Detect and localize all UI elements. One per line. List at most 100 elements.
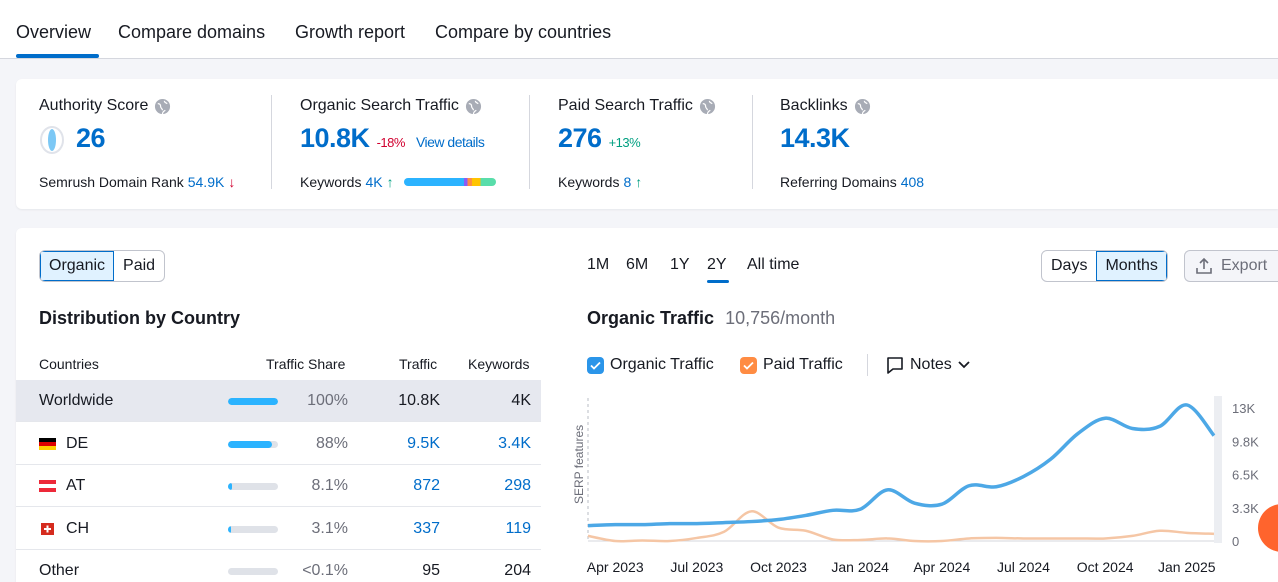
austria-flag-icon — [39, 480, 56, 492]
paid-traffic-line — [587, 510, 1215, 543]
x-tick-label: Jan 2025 — [1158, 559, 1216, 575]
active-period-indicator — [707, 280, 729, 283]
table-row[interactable]: Other <0.1% 95 204 — [16, 550, 541, 582]
country-name[interactable]: Other — [39, 562, 80, 579]
period-1m[interactable]: 1M — [587, 256, 610, 273]
keywords-value[interactable]: 3.4K — [498, 434, 531, 452]
traffic-share-header[interactable]: Traffic Share — [266, 356, 346, 372]
traffic-value: 95 — [422, 562, 440, 579]
active-tab-indicator — [16, 54, 99, 58]
organic-keywords-value[interactable]: 4K — [365, 174, 383, 190]
tab-overview[interactable]: Overview — [16, 22, 92, 42]
tab-compare-domains[interactable]: Compare domains — [118, 22, 266, 42]
domain-rank-label: Semrush Domain Rank — [39, 174, 184, 190]
traffic-share-bar — [228, 398, 278, 405]
authority-score-title: Authority Score — [39, 97, 149, 114]
metrics-card: Authority Score 26 Semrush Domain Rank 5… — [16, 79, 1278, 209]
note-icon — [887, 357, 903, 374]
traffic-value[interactable]: 337 — [413, 519, 440, 537]
period-6m[interactable]: 6M — [626, 256, 649, 273]
y-tick-label: 3.3K — [1232, 501, 1259, 516]
table-row[interactable]: AT 8.1% 872 298 — [16, 465, 541, 507]
traffic-share-value: 88% — [315, 434, 348, 452]
legend-paid-label: Paid Traffic — [763, 356, 843, 373]
backlinks-value[interactable]: 14.3K — [780, 123, 850, 153]
authority-gauge-icon — [40, 126, 64, 154]
traffic-share-value: <0.1% — [302, 562, 348, 579]
organic-traffic-value[interactable]: 10.8K — [300, 123, 370, 153]
organic-traffic-line — [587, 403, 1216, 528]
days-button[interactable]: Days — [1051, 257, 1088, 274]
chart-subtitle: 10,756/month — [725, 308, 836, 328]
chart-title: Organic Traffic — [587, 308, 715, 328]
traffic-share-bar — [228, 568, 278, 575]
paid-traffic-value[interactable]: 276 — [558, 123, 602, 153]
globe-icon[interactable] — [154, 98, 171, 115]
view-details-link[interactable]: View details — [415, 134, 485, 150]
feedback-button[interactable] — [1258, 504, 1278, 552]
table-row[interactable]: CH 3.1% 337 119 — [16, 508, 541, 550]
legend-organic-label: Organic Traffic — [610, 356, 714, 373]
divider — [529, 95, 530, 189]
organic-toggle-button[interactable]: Organic — [40, 251, 115, 281]
paid-keywords-value[interactable]: 8 — [623, 174, 632, 190]
traffic-value[interactable]: 9.5K — [407, 434, 440, 452]
traffic-share-value: 3.1% — [311, 519, 348, 537]
country-name[interactable]: AT — [66, 477, 86, 494]
x-tick-label: Jul 2023 — [670, 559, 723, 575]
traffic-value[interactable]: 872 — [413, 477, 440, 494]
traffic-share-bar — [228, 440, 278, 448]
switzerland-flag-icon — [41, 522, 54, 535]
countries-header: Countries — [39, 356, 99, 372]
distribution-title: Distribution by Country — [39, 308, 240, 328]
period-2y[interactable]: 2Y — [707, 256, 727, 273]
paid-keywords-label: Keywords — [558, 174, 620, 190]
tab-bar: Overview Compare domains Growth report C… — [0, 0, 1278, 59]
divider — [271, 95, 272, 189]
country-name[interactable]: DE — [66, 434, 89, 452]
x-tick-label: Apr 2024 — [913, 559, 970, 575]
period-1y[interactable]: 1Y — [670, 256, 690, 273]
backlinks-title: Backlinks — [780, 97, 848, 114]
germany-flag-icon — [39, 437, 56, 450]
country-name: Worldwide — [39, 392, 114, 409]
y-tick-label: 0 — [1232, 534, 1239, 549]
organic-traffic-chart[interactable]: 0 3.3K 6.5K 9.8K 13K SERP features Apr 2023 Jul… — [566, 396, 1278, 582]
tab-compare-by-countries[interactable]: Compare by countries — [435, 22, 612, 42]
checkbox-checked-icon — [740, 356, 757, 374]
authority-score-value[interactable]: 26 — [76, 123, 106, 153]
globe-icon[interactable] — [854, 98, 871, 115]
legend-paid[interactable]: Paid Traffic — [740, 356, 843, 374]
keywords-value[interactable]: 298 — [504, 477, 531, 494]
x-tick-label: Apr 2023 — [587, 559, 644, 575]
referring-domains-value[interactable]: 408 — [900, 174, 925, 190]
keywords-value[interactable]: 119 — [505, 519, 531, 537]
traffic-header[interactable]: Traffic — [399, 356, 438, 372]
chevron-down-icon — [958, 361, 970, 369]
notes-dropdown[interactable]: Notes — [886, 356, 970, 374]
table-row[interactable]: Worldwide 100% 10.8K 4K — [16, 380, 541, 422]
arrow-up-icon: ↑ — [635, 174, 643, 190]
legend-organic[interactable]: Organic Traffic — [587, 356, 714, 374]
months-button[interactable]: Months — [1096, 251, 1167, 281]
globe-icon[interactable] — [465, 98, 482, 115]
traffic-value: 10.8K — [398, 392, 440, 409]
paid-toggle-button[interactable]: Paid — [123, 257, 156, 274]
notes-label: Notes — [910, 356, 952, 373]
x-tick-label: Jul 2024 — [997, 559, 1050, 575]
traffic-share-bar — [228, 483, 278, 490]
globe-icon[interactable] — [699, 98, 716, 115]
tab-growth-report[interactable]: Growth report — [295, 22, 406, 42]
divider — [867, 354, 868, 376]
keyword-intent-bar[interactable] — [403, 178, 496, 186]
x-tick-label: Jan 2024 — [831, 559, 889, 575]
arrow-down-icon: ↓ — [228, 174, 236, 190]
period-all-time[interactable]: All time — [747, 256, 800, 273]
table-row[interactable]: DE 88% 9.5K 3.4K — [16, 423, 541, 465]
keywords-header[interactable]: Keywords — [468, 356, 530, 372]
organic-traffic-change: -18% — [376, 135, 406, 150]
domain-rank-value[interactable]: 54.9K — [187, 174, 225, 190]
export-button[interactable]: Export — [1184, 250, 1278, 282]
upload-icon — [1196, 257, 1212, 274]
country-name[interactable]: CH — [66, 519, 90, 537]
